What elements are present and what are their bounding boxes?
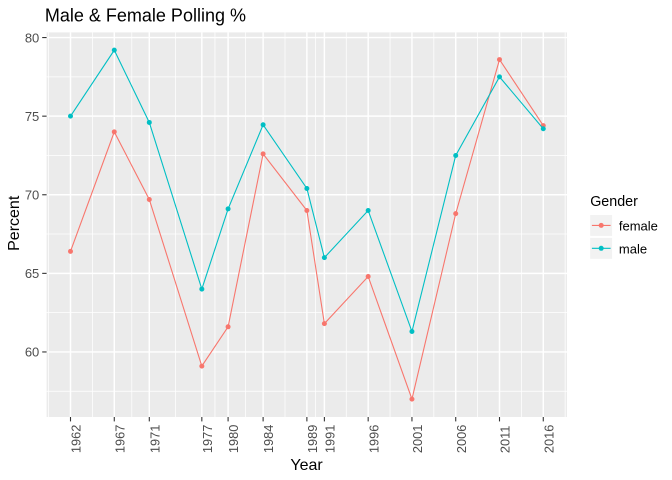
svg-text:male: male (619, 241, 647, 256)
svg-text:1971: 1971 (147, 425, 162, 453)
svg-text:Year: Year (290, 457, 323, 474)
svg-text:1980: 1980 (226, 425, 241, 453)
svg-text:70: 70 (25, 188, 39, 203)
svg-text:60: 60 (25, 345, 39, 360)
svg-text:1967: 1967 (112, 425, 127, 453)
svg-text:75: 75 (25, 109, 39, 124)
svg-text:2016: 2016 (541, 425, 556, 453)
svg-text:2006: 2006 (454, 425, 469, 453)
svg-text:1984: 1984 (261, 425, 276, 453)
svg-text:1991: 1991 (323, 425, 338, 453)
svg-text:1989: 1989 (305, 425, 320, 453)
svg-text:1996: 1996 (366, 425, 381, 453)
svg-text:Gender: Gender (590, 194, 638, 210)
svg-text:65: 65 (25, 266, 39, 281)
svg-text:Male & Female Polling %: Male & Female Polling % (45, 5, 246, 25)
svg-text:2011: 2011 (498, 426, 513, 454)
svg-text:Percent: Percent (6, 195, 23, 251)
svg-text:female: female (619, 218, 658, 233)
svg-text:2001: 2001 (410, 425, 425, 453)
svg-text:1962: 1962 (69, 425, 84, 453)
svg-text:1977: 1977 (200, 425, 215, 453)
svg-text:80: 80 (25, 30, 39, 45)
